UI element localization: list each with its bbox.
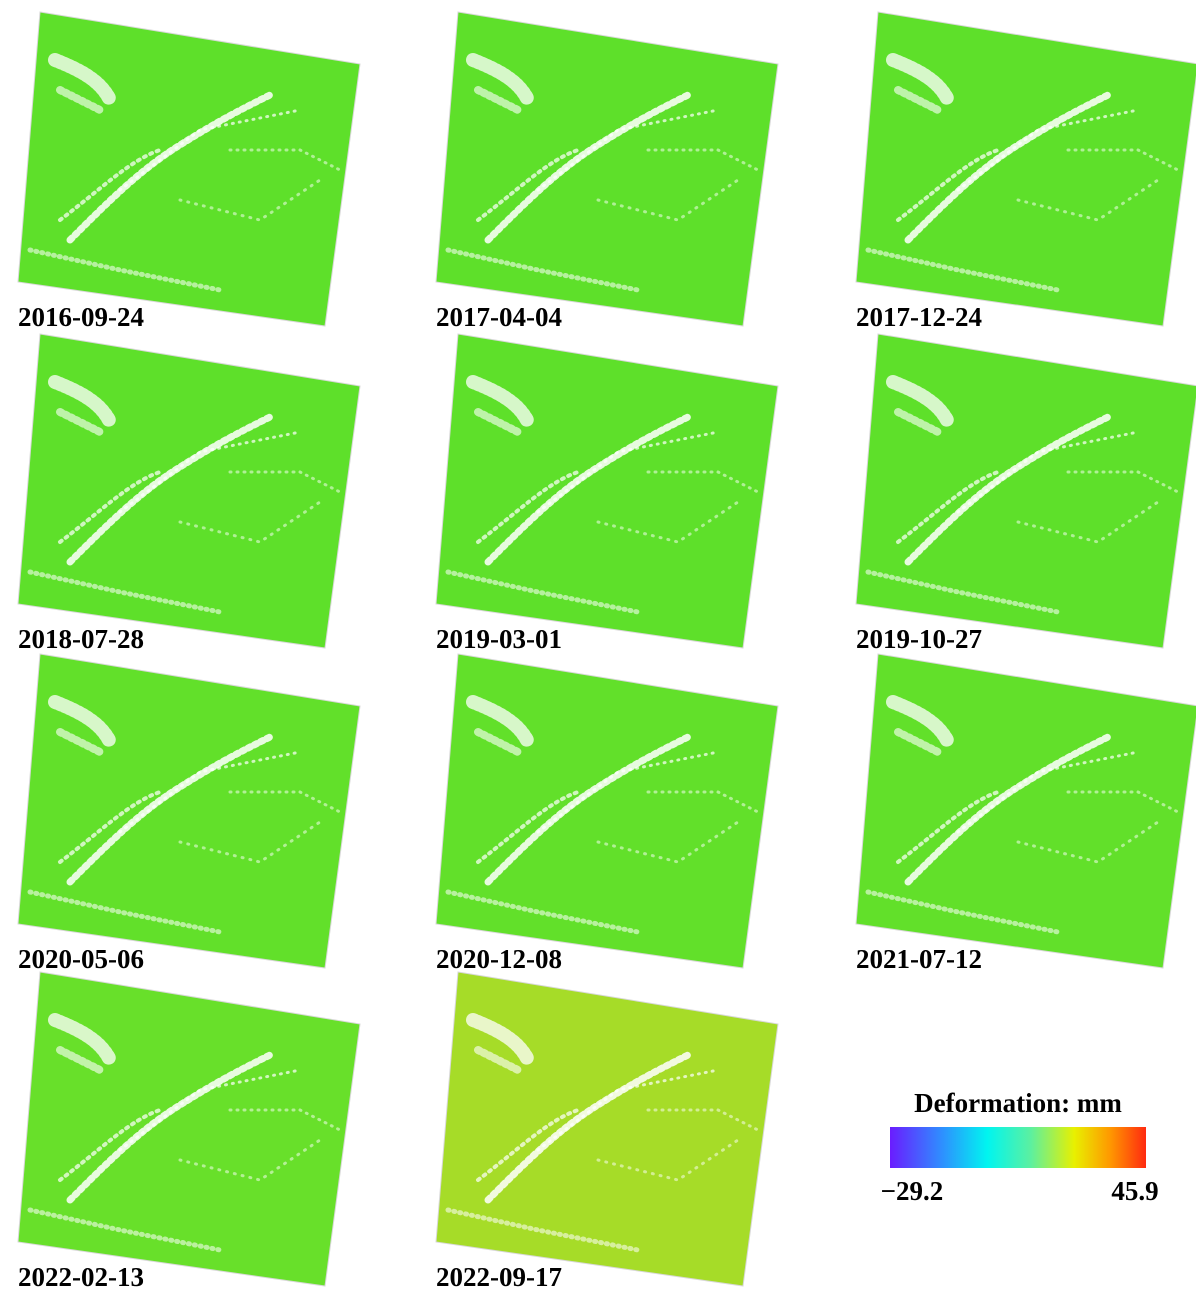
- legend-min: −29.2: [881, 1176, 944, 1206]
- legend-max: 45.9: [1111, 1176, 1158, 1206]
- date-label: 2018-07-28: [18, 624, 144, 654]
- date-label: 2017-12-24: [856, 302, 982, 332]
- date-label: 2022-09-17: [436, 1262, 562, 1290]
- date-label: 2017-04-04: [436, 302, 562, 332]
- date-label: 2020-05-06: [18, 944, 144, 974]
- map-panel: 2021-07-12: [856, 654, 1196, 974]
- colorbar: [890, 1127, 1146, 1168]
- map-panel: 2018-07-28: [18, 334, 360, 654]
- date-label: 2016-09-24: [18, 302, 144, 332]
- map-panel: 2019-03-01: [436, 334, 778, 654]
- date-label: 2020-12-08: [436, 944, 562, 974]
- legend-title: Deformation: mm: [914, 1088, 1122, 1118]
- legend: Deformation: mm −29.2 45.9: [881, 1088, 1159, 1206]
- map-panel: 2020-12-08: [436, 654, 778, 974]
- figure: 2016-09-24 2017-04-04 2017-12-24 2018-07-28…: [0, 0, 1196, 1290]
- map-panel: 2016-09-24: [18, 12, 360, 332]
- map-panel: 2019-10-27: [856, 334, 1196, 654]
- date-label: 2022-02-13: [18, 1262, 144, 1290]
- map-panel: 2022-02-13: [18, 972, 360, 1290]
- map-panel: 2022-09-17: [436, 972, 778, 1290]
- date-label: 2019-03-01: [436, 624, 562, 654]
- map-panel: 2017-04-04: [436, 12, 778, 332]
- map-panel: 2020-05-06: [18, 654, 360, 974]
- map-panel: 2017-12-24: [856, 12, 1196, 332]
- date-label: 2019-10-27: [856, 624, 982, 654]
- date-label: 2021-07-12: [856, 944, 982, 974]
